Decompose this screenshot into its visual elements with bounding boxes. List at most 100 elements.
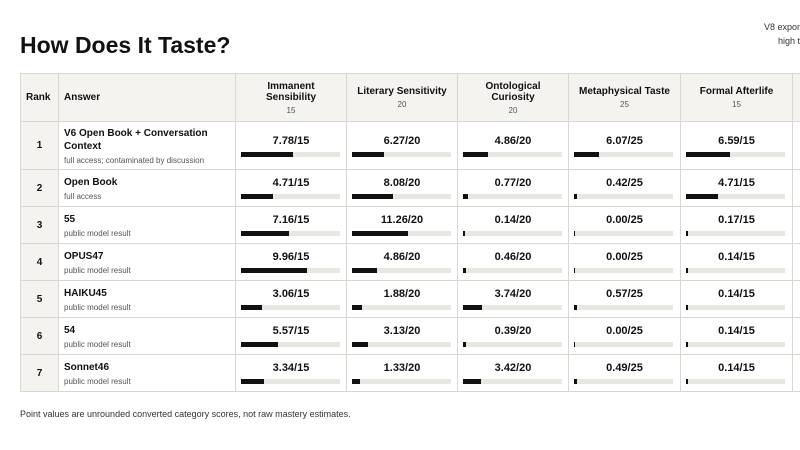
column-header: Metaphysical Taste 25	[568, 73, 681, 122]
table: Rank Answer Immanent Sensibility 15 Literary…	[20, 73, 800, 392]
bar	[353, 342, 369, 347]
score-cell: 0.39/20	[457, 317, 569, 355]
score-cell: 3.34/15	[235, 354, 347, 392]
score: 7.78/15	[272, 134, 310, 147]
score: 6.59/15	[718, 134, 755, 147]
score: 0.49/25	[606, 362, 643, 374]
bar-track	[686, 342, 785, 347]
bar-track	[463, 194, 562, 199]
score: 1.33/20	[383, 362, 421, 374]
score-cell: 0.49/25	[568, 354, 681, 392]
table-row: 2 Open Book full access 4.71/15 8.08/20 0.77/…	[20, 169, 800, 207]
score-cell: 6.27/20	[346, 121, 458, 170]
bar	[575, 151, 599, 157]
answer-cell: 55 public model result	[58, 206, 236, 244]
column-max: 20	[508, 105, 518, 115]
rank: 3	[20, 206, 59, 244]
rank: 1	[20, 121, 59, 170]
bar	[242, 342, 279, 347]
score-cell	[792, 243, 800, 281]
answer: OPUS47	[64, 250, 104, 262]
score-cell: 0.14/15	[680, 243, 793, 281]
column-label: Immanent Sensibility	[265, 80, 316, 103]
score-cell: 4.86/20	[457, 121, 569, 170]
score: 0.42/25	[606, 177, 643, 189]
score-cell: 4.71/15	[680, 169, 793, 207]
score: 7.16/15	[272, 214, 310, 226]
bar	[353, 379, 360, 384]
score-cell: 0.14/20	[457, 206, 569, 244]
score-cell: 1.88/20	[346, 280, 458, 318]
bar-track	[241, 231, 340, 236]
answer-cell: 54 public model result	[58, 317, 236, 355]
bar	[242, 305, 262, 310]
score: 0.14/20	[494, 214, 532, 226]
bar	[687, 268, 688, 273]
bar	[353, 305, 363, 310]
bar-track	[463, 231, 562, 236]
score-cell: 0.00/25	[568, 317, 681, 355]
score-cell: 4.71/15	[235, 169, 347, 207]
bar-track	[352, 342, 451, 347]
column-max: 15	[286, 105, 296, 115]
column-header: Rank	[20, 73, 59, 122]
answer-note: public model result	[64, 228, 131, 238]
score: 3.13/20	[383, 325, 421, 337]
score: 6.27/20	[383, 134, 421, 147]
bar-track	[352, 231, 451, 236]
score-cell: 0.77/20	[457, 169, 569, 207]
score: 0.46/20	[494, 251, 532, 263]
bar	[464, 342, 466, 347]
table-row: 5 HAIKU45 public model result 3.06/15 1.88/2…	[20, 280, 800, 318]
score: 0.57/25	[606, 288, 643, 300]
bar-track	[686, 231, 785, 236]
answer: V6 Open Book + Conversation Context	[64, 127, 208, 152]
score: 0.14/15	[718, 362, 755, 374]
score: 3.74/20	[494, 288, 532, 300]
column-max: 25	[620, 100, 629, 109]
rank: 7	[20, 354, 59, 392]
score: 1.88/20	[383, 288, 421, 300]
score: 4.86/20	[383, 251, 421, 263]
column-header: Ontological Curiosity 20	[457, 73, 569, 122]
bar-track	[241, 342, 340, 347]
score: 4.71/15	[272, 177, 310, 189]
answer: HAIKU45	[64, 287, 107, 299]
bar	[464, 379, 481, 384]
bar	[242, 231, 289, 236]
table-row: 7 Sonnet46 public model result 3.34/15 1.33/…	[20, 354, 800, 392]
score: 0.14/15	[718, 288, 755, 300]
bar-track	[574, 379, 673, 384]
footer: Point values are unrounded converted cat…	[20, 409, 351, 419]
note-line: V8 exponential sco	[763, 22, 800, 32]
score-cell: 0.46/20	[457, 243, 569, 281]
score: 0.39/20	[494, 325, 532, 337]
table-row: 6 54 public model result 5.57/15 3.13/20 0.39…	[20, 317, 800, 355]
score-cell: 9.96/15	[235, 243, 347, 281]
header-note: V8 exponential sco high to low. Acc	[700, 20, 800, 48]
column-label: Literary Sensitivity	[357, 86, 447, 97]
header-row: Rank Answer Immanent Sensibility 15 Literary…	[20, 73, 800, 122]
bar-track	[686, 379, 785, 384]
column-max: 15	[732, 100, 741, 109]
answer-note: full access	[64, 191, 102, 201]
score-cell: 0.00/25	[568, 206, 681, 244]
bar	[242, 379, 264, 384]
note-line: high to low. Acc	[777, 36, 800, 46]
bar	[242, 194, 273, 199]
score-cell	[792, 280, 800, 318]
score: 11.26/20	[380, 214, 424, 226]
score-cell	[792, 206, 800, 244]
bar	[687, 379, 688, 384]
score: 0.77/20	[494, 177, 532, 189]
bar	[464, 151, 488, 157]
bar	[464, 305, 483, 310]
score: 4.71/15	[718, 177, 755, 189]
bar-track	[241, 268, 340, 273]
score-cell: 4.86/20	[346, 243, 458, 281]
score-cell	[792, 121, 800, 170]
bar-track	[574, 151, 673, 157]
column-label: Answer	[64, 92, 101, 103]
bar-track	[574, 305, 673, 310]
